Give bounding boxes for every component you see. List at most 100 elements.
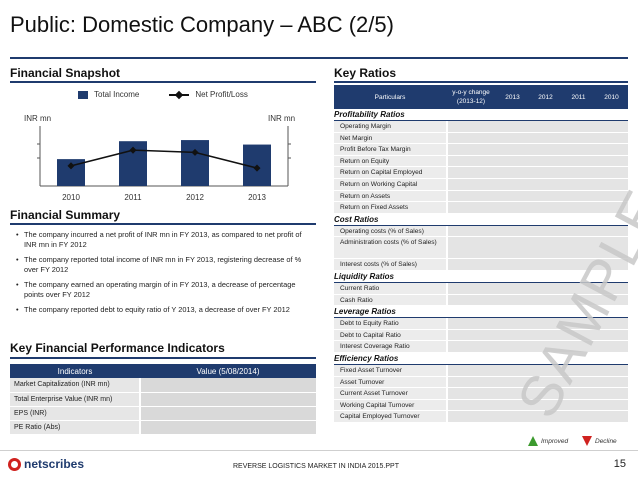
kpi-label: Market Capitalization (INR mn) xyxy=(10,378,140,393)
kpi-value xyxy=(139,420,316,435)
table-row: Fixed Asset Turnover xyxy=(334,364,628,377)
ratio-label: Operating costs (% of Sales) xyxy=(334,225,446,237)
legend-total-income: Total Income xyxy=(94,90,140,99)
net-profit-point xyxy=(67,162,75,170)
ratio-values xyxy=(446,388,628,399)
left-axis-unit: INR mn xyxy=(24,114,52,123)
table-row: Asset Turnover xyxy=(334,376,628,389)
net-profit-swatch xyxy=(169,93,190,96)
financial-snapshot-heading: Financial Snapshot xyxy=(10,66,121,80)
ratio-values xyxy=(446,144,628,155)
ratios-col-yoy: y-o-y change (2013-12) xyxy=(452,89,490,105)
arrow-up-icon xyxy=(528,436,538,446)
key-ratios-table: Particulars y-o-y change (2013-12) 2013 … xyxy=(334,85,628,423)
ratio-label: Interest costs (% of Sales) xyxy=(334,259,446,270)
kpi-col-indicators: Indicators xyxy=(10,364,140,378)
kpi-value xyxy=(139,378,316,393)
footer-document-name: REVERSE LOGISTICS MARKET IN INDIA 2015.P… xyxy=(233,463,399,470)
ratio-label: Capital Employed Turnover xyxy=(334,411,446,422)
table-row: Interest Coverage Ratio xyxy=(334,341,628,353)
table-row: Interest costs (% of Sales) xyxy=(334,259,628,271)
financial-snapshot-chart: 2010 2011 2012 2013 xyxy=(37,126,291,202)
table-row: Capital Employed Turnover xyxy=(334,411,628,423)
ratio-label: Return on Fixed Assets xyxy=(334,202,446,213)
ratio-label: Return on Capital Employed xyxy=(334,167,446,178)
kpi-value xyxy=(139,392,316,407)
net-profit-point xyxy=(253,164,261,172)
ratio-group-heading: Efficiency Ratios xyxy=(334,353,628,365)
summary-divider xyxy=(10,223,316,225)
table-row: Return on Working Capital xyxy=(334,178,628,191)
ratio-values xyxy=(446,178,628,190)
table-row: Return on Assets xyxy=(334,190,628,203)
table-row: Total Enterprise Value (INR mn) xyxy=(10,392,316,407)
ratio-values xyxy=(446,399,628,411)
ratios-divider xyxy=(334,81,628,83)
logo-text: netscribes xyxy=(24,457,85,471)
ratios-col-year: 2013 xyxy=(505,93,520,101)
ratios-col-year: 2010 xyxy=(604,93,619,101)
total-income-swatch xyxy=(78,90,88,99)
ratio-values xyxy=(446,411,628,422)
ratio-values xyxy=(446,341,628,352)
ratio-values xyxy=(446,202,628,213)
ratio-values xyxy=(446,155,628,167)
ratio-values xyxy=(446,318,628,329)
chart-legend: Total Income Net Profit/Loss xyxy=(78,90,248,99)
ratio-values xyxy=(446,294,628,306)
table-row: Profit Before Tax Margin xyxy=(334,144,628,156)
x-tick-label: 2013 xyxy=(248,193,266,202)
ratio-values xyxy=(446,167,628,178)
ratio-label: Administration costs (% of Sales) xyxy=(334,237,446,259)
net-profit-point xyxy=(191,148,199,156)
table-row: EPS (INR) xyxy=(10,406,316,421)
table-row: Return on Fixed Assets xyxy=(334,202,628,214)
summary-bullet: The company earned an operating margin o… xyxy=(16,280,316,300)
arrow-down-icon xyxy=(582,436,592,446)
logo-icon xyxy=(8,457,21,471)
x-tick-label: 2012 xyxy=(186,193,204,202)
table-row: Net Margin xyxy=(334,132,628,145)
page-number: 15 xyxy=(613,458,626,470)
ratio-values xyxy=(446,329,628,341)
legend-net-profit: Net Profit/Loss xyxy=(195,90,248,99)
title-divider xyxy=(10,57,628,59)
decline-legend: Decline xyxy=(582,436,617,446)
table-row: Cash Ratio xyxy=(334,294,628,307)
net-profit-line xyxy=(70,149,258,169)
table-row: Administration costs (% of Sales) xyxy=(334,237,628,260)
ratios-col-year: 2012 xyxy=(538,93,553,101)
ratio-label: Current Asset Turnover xyxy=(334,388,446,399)
summary-bullet: The company incurred a net profit of INR… xyxy=(16,230,316,250)
summary-bullet: The company reported debt to equity rati… xyxy=(16,305,316,315)
ratio-values xyxy=(446,376,628,388)
ratio-group-heading: Profitability Ratios xyxy=(334,109,628,121)
table-row: Debt to Capital Ratio xyxy=(334,329,628,342)
ratio-group-heading: Cost Ratios xyxy=(334,214,628,226)
kpi-label: EPS (INR) xyxy=(10,406,140,421)
ratios-header-row: Particulars y-o-y change (2013-12) 2013 … xyxy=(334,85,628,109)
legend-decline-label: Decline xyxy=(595,437,617,445)
ratios-col-particulars: Particulars xyxy=(374,93,406,101)
x-tick-label: 2011 xyxy=(124,193,142,202)
ratio-label: Cash Ratio xyxy=(334,294,446,306)
kpi-label: PE Ratio (Abs) xyxy=(10,420,140,435)
kpi-divider xyxy=(10,357,316,359)
ratio-group-heading: Liquidity Ratios xyxy=(334,271,628,283)
ratio-label: Debt to Equity Ratio xyxy=(334,318,446,329)
snapshot-divider xyxy=(10,81,316,83)
ratio-values xyxy=(446,190,628,202)
ratio-label: Profit Before Tax Margin xyxy=(334,144,446,155)
summary-bullet: The company reported total income of INR… xyxy=(16,255,316,275)
ratios-col-year: 2011 xyxy=(571,93,586,101)
improved-legend: Improved xyxy=(528,436,568,446)
kpi-heading: Key Financial Performance Indicators xyxy=(10,341,225,355)
ratio-values xyxy=(446,121,628,132)
ratio-values xyxy=(446,282,628,294)
table-row: Operating Margin xyxy=(334,121,628,133)
ratio-values xyxy=(446,259,628,270)
ratio-values xyxy=(446,237,628,259)
ratio-label: Return on Assets xyxy=(334,190,446,202)
kpi-table: Indicators Value (5/08/2014) Market Capi… xyxy=(10,364,316,435)
ratio-label: Return on Working Capital xyxy=(334,178,446,190)
